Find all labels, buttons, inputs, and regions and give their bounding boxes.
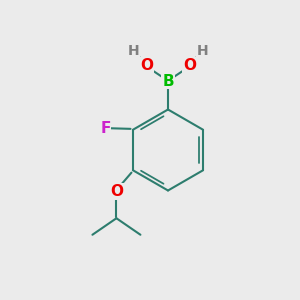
Text: F: F — [100, 121, 110, 136]
Text: H: H — [196, 44, 208, 58]
Text: B: B — [162, 74, 174, 88]
Text: O: O — [140, 58, 153, 73]
Text: H: H — [128, 44, 140, 58]
Text: O: O — [183, 58, 196, 73]
Text: O: O — [110, 184, 123, 199]
